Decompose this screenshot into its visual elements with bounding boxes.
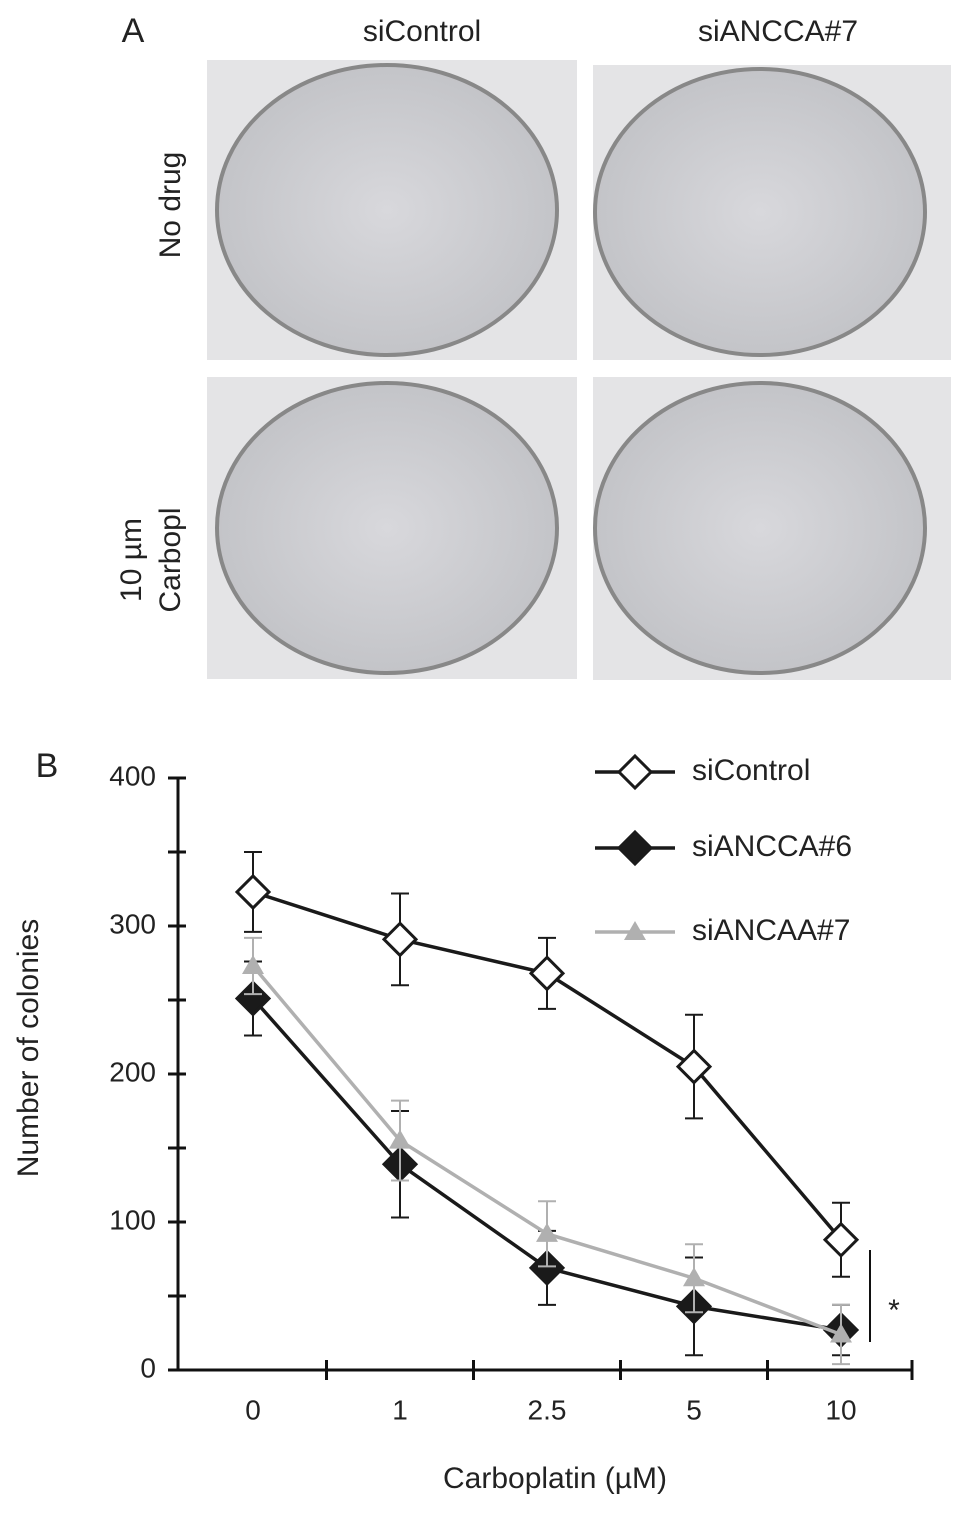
legend-marker xyxy=(616,829,654,867)
x-axis-label: Carboplatin (µM) xyxy=(443,1462,667,1495)
photo xyxy=(207,60,577,360)
x-tick-label: 0 xyxy=(245,1394,261,1425)
panel-label: B xyxy=(36,747,59,785)
point xyxy=(234,873,272,911)
legend-label: siANCAA#7 xyxy=(692,914,850,947)
legend-label: siControl xyxy=(692,754,810,787)
legend-label: siANCCA#6 xyxy=(692,830,852,863)
point xyxy=(683,1267,705,1287)
photo xyxy=(593,65,951,360)
x-tick-label: 1 xyxy=(392,1394,408,1425)
x-tick-label: 2.5 xyxy=(528,1394,567,1425)
panel-label: A xyxy=(122,12,145,50)
point xyxy=(822,1221,860,1258)
column-label: siControl xyxy=(363,15,481,48)
y-tick-label: 300 xyxy=(109,908,156,939)
x-tick-label: 5 xyxy=(686,1394,702,1425)
annotation: * xyxy=(888,1294,900,1327)
point xyxy=(242,954,264,974)
point xyxy=(381,921,419,958)
point xyxy=(528,1249,566,1287)
photo xyxy=(593,377,951,680)
row-label: Carbopl xyxy=(154,507,187,612)
legend-marker xyxy=(616,753,654,791)
row-label: No drug xyxy=(154,152,187,259)
point xyxy=(528,955,566,992)
y-tick-label: 0 xyxy=(140,1352,156,1383)
y-axis-label: Number of colonies xyxy=(12,919,45,1177)
row-label: 10 µm xyxy=(115,518,148,602)
point xyxy=(536,1222,558,1242)
y-tick-label: 400 xyxy=(109,760,156,791)
point xyxy=(830,1323,852,1343)
point xyxy=(675,1048,713,1085)
point xyxy=(389,1129,411,1149)
y-tick-label: 200 xyxy=(109,1056,156,1087)
photo xyxy=(207,377,577,679)
legend-marker xyxy=(624,921,646,940)
x-tick-label: 10 xyxy=(825,1394,856,1425)
y-tick-label: 100 xyxy=(109,1204,156,1235)
column-label: siANCCA#7 xyxy=(698,15,858,48)
point xyxy=(234,980,272,1017)
